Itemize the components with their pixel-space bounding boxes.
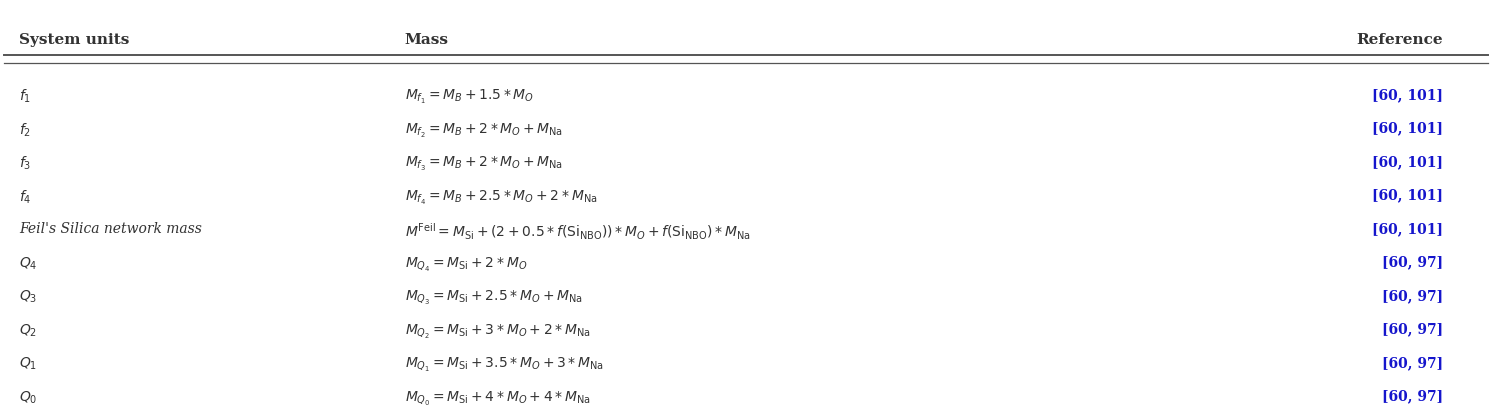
Text: System units: System units bbox=[19, 33, 130, 47]
Text: [60, 97]: [60, 97] bbox=[1382, 322, 1443, 337]
Text: $Q_3$: $Q_3$ bbox=[19, 289, 37, 305]
Text: $M_{f_4} = M_B + 2.5 * M_O + 2 * M_{\mathrm{Na}}$: $M_{f_4} = M_B + 2.5 * M_O + 2 * M_{\mat… bbox=[404, 188, 597, 206]
Text: [60, 97]: [60, 97] bbox=[1382, 256, 1443, 269]
Text: $f_4$: $f_4$ bbox=[19, 188, 31, 206]
Text: [60, 97]: [60, 97] bbox=[1382, 389, 1443, 404]
Text: $M^{\mathrm{Feil}} = M_{\mathrm{Si}} + (2 + 0.5 * f(\mathrm{Si_{NBO}})) * M_O + : $M^{\mathrm{Feil}} = M_{\mathrm{Si}} + (… bbox=[404, 222, 750, 242]
Text: [60, 101]: [60, 101] bbox=[1373, 121, 1443, 136]
Text: $f_2$: $f_2$ bbox=[19, 121, 31, 139]
Text: [60, 101]: [60, 101] bbox=[1373, 222, 1443, 236]
Text: $f_3$: $f_3$ bbox=[19, 155, 31, 172]
Text: $M_{f_1} = M_B + 1.5 * M_O$: $M_{f_1} = M_B + 1.5 * M_O$ bbox=[404, 88, 534, 106]
Text: [60, 97]: [60, 97] bbox=[1382, 289, 1443, 303]
Text: [60, 101]: [60, 101] bbox=[1373, 155, 1443, 169]
Text: $Q_1$: $Q_1$ bbox=[19, 356, 37, 372]
Text: Mass: Mass bbox=[404, 33, 449, 47]
Text: $f_1$: $f_1$ bbox=[19, 88, 31, 106]
Text: $Q_2$: $Q_2$ bbox=[19, 322, 37, 339]
Text: $Q_4$: $Q_4$ bbox=[19, 256, 37, 272]
Text: $M_{Q_3} = M_{\mathrm{Si}} + 2.5 * M_O + M_{\mathrm{Na}}$: $M_{Q_3} = M_{\mathrm{Si}} + 2.5 * M_O +… bbox=[404, 289, 582, 307]
Text: [60, 97]: [60, 97] bbox=[1382, 356, 1443, 370]
Text: $M_{Q_2} = M_{\mathrm{Si}} + 3 * M_O + 2 * M_{\mathrm{Na}}$: $M_{Q_2} = M_{\mathrm{Si}} + 3 * M_O + 2… bbox=[404, 322, 591, 341]
Text: $M_{f_2} = M_B + 2 * M_O + M_{\mathrm{Na}}$: $M_{f_2} = M_B + 2 * M_O + M_{\mathrm{Na… bbox=[404, 121, 562, 140]
Text: Reference: Reference bbox=[1356, 33, 1443, 47]
Text: [60, 101]: [60, 101] bbox=[1373, 188, 1443, 203]
Text: Feil's Silica network mass: Feil's Silica network mass bbox=[19, 222, 201, 236]
Text: [60, 101]: [60, 101] bbox=[1373, 88, 1443, 102]
Text: $M_{Q_4} = M_{\mathrm{Si}} + 2 * M_O$: $M_{Q_4} = M_{\mathrm{Si}} + 2 * M_O$ bbox=[404, 256, 527, 274]
Text: $M_{Q_1} = M_{\mathrm{Si}} + 3.5 * M_O + 3 * M_{\mathrm{Na}}$: $M_{Q_1} = M_{\mathrm{Si}} + 3.5 * M_O +… bbox=[404, 356, 604, 374]
Text: $Q_0$: $Q_0$ bbox=[19, 389, 37, 406]
Text: $M_{Q_0} = M_{\mathrm{Si}} + 4 * M_O + 4 * M_{\mathrm{Na}}$: $M_{Q_0} = M_{\mathrm{Si}} + 4 * M_O + 4… bbox=[404, 389, 591, 408]
Text: $M_{f_3} = M_B + 2 * M_O + M_{\mathrm{Na}}$: $M_{f_3} = M_B + 2 * M_O + M_{\mathrm{Na… bbox=[404, 155, 562, 173]
